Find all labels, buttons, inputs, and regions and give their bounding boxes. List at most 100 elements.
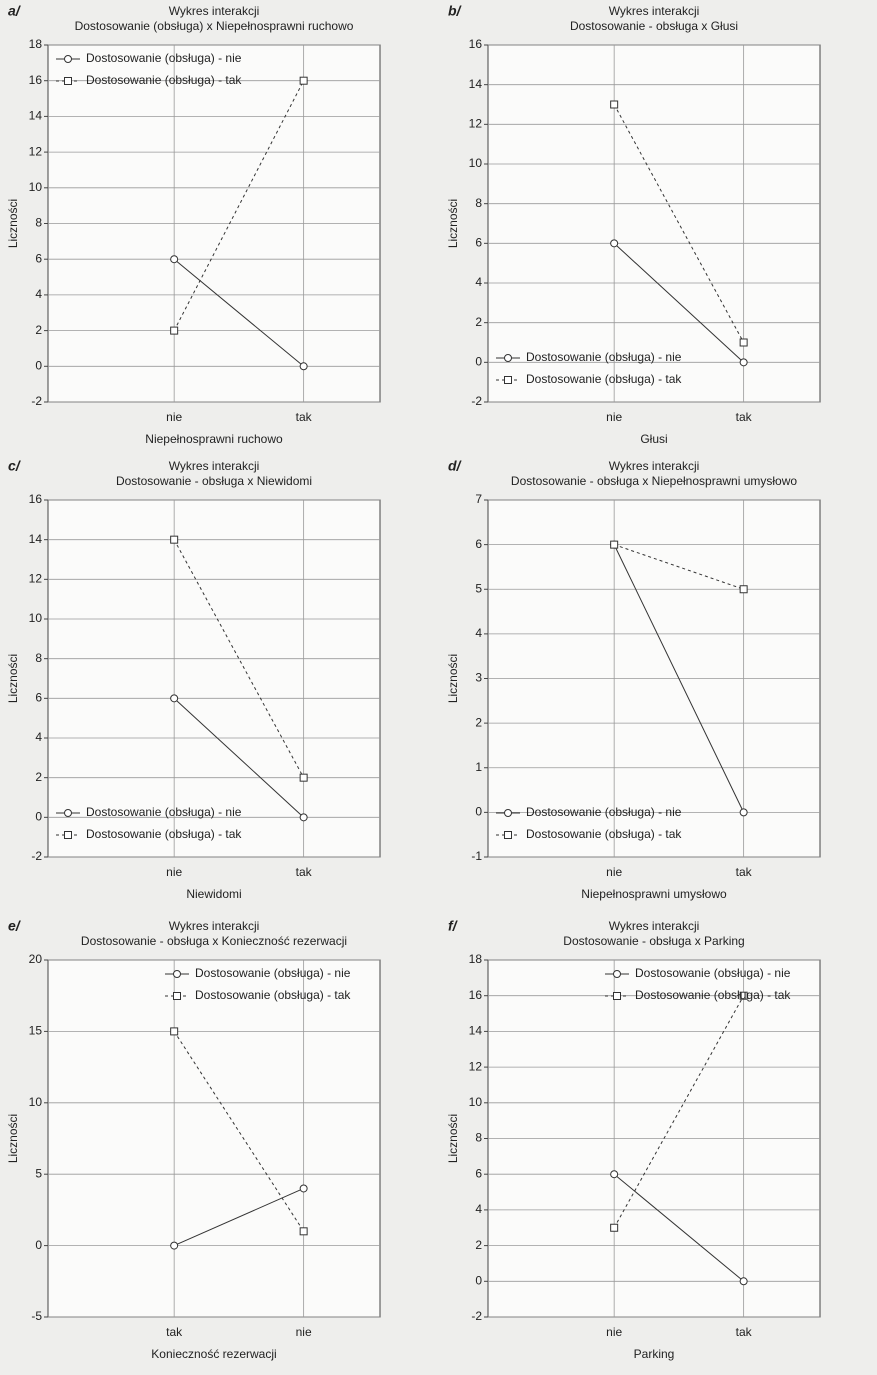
marker: [739, 991, 748, 1000]
y-tick-label: 16: [29, 492, 43, 506]
y-tick-label: 10: [29, 180, 43, 194]
marker: [610, 540, 619, 549]
legend-label: Dostosowanie (obsługa) - nie: [635, 966, 791, 980]
legend: Dostosowanie (obsługa) - nie Dostosowanie…: [496, 350, 682, 386]
legend-label: Dostosowanie (obsługa) - tak: [86, 827, 242, 841]
chart-subtitle: Dostosowanie - obsługa x Niepełnosprawni…: [511, 474, 797, 488]
chart-panel: b/Wykres interakcji Dostosowanie - obsług…: [440, 0, 877, 460]
y-tick-label: 20: [29, 952, 43, 966]
legend-marker: [64, 831, 72, 839]
y-tick-label: 0: [35, 358, 42, 372]
chart-subtitle: Dostosowanie - obsługa x Parking: [563, 934, 744, 948]
series-line: [613, 544, 744, 590]
marker: [610, 1170, 619, 1179]
panel-label: d/: [448, 458, 463, 474]
y-tick-label: 2: [35, 323, 42, 337]
legend: Dostosowanie (obsługa) - nie Dostosowanie…: [165, 966, 351, 1002]
y-tick-label: 14: [29, 532, 43, 546]
legend-label: Dostosowanie (obsługa) - nie: [526, 805, 682, 819]
x-axis-label: Niewidomi: [186, 887, 241, 901]
y-tick-label: 4: [35, 730, 42, 744]
x-tick-label: tak: [736, 865, 753, 879]
marker: [299, 1184, 308, 1193]
legend: Dostosowanie (obsługa) - nie Dostosowanie…: [56, 51, 242, 87]
y-tick-label: 0: [475, 805, 482, 819]
marker: [170, 326, 179, 335]
plot-area: [47, 959, 381, 1318]
y-tick-label: 12: [469, 117, 483, 131]
marker: [739, 1277, 748, 1286]
y-tick-label: 2: [475, 1238, 482, 1252]
marker: [299, 773, 308, 782]
y-tick-label: 8: [35, 216, 42, 230]
y-tick-label: 0: [475, 1273, 482, 1287]
marker: [739, 808, 748, 817]
y-tick-label: 10: [469, 156, 483, 170]
x-tick-label: nie: [296, 1325, 312, 1339]
x-tick-label: tak: [296, 865, 313, 879]
legend-label: Dostosowanie (obsługa) - nie: [195, 966, 351, 980]
y-tick-label: 6: [35, 251, 42, 265]
x-tick-label: tak: [166, 1325, 183, 1339]
y-tick-label: 6: [475, 537, 482, 551]
legend: Dostosowanie (obsługa) - nie Dostosowanie…: [496, 805, 682, 841]
legend: Dostosowanie (obsługa) - nie Dostosowanie…: [56, 805, 242, 841]
legend-marker: [504, 831, 512, 839]
marker: [610, 239, 619, 248]
y-tick-label: 16: [469, 988, 483, 1002]
chart-panel: d/Wykres interakcji Dostosowanie - obsług…: [440, 455, 877, 915]
chart-panel: a/Wykres interakcji Dostosowanie (obsługa…: [0, 0, 437, 460]
x-tick-label: nie: [606, 865, 622, 879]
plot-area: [47, 499, 381, 858]
legend-label: Dostosowanie (obsługa) - tak: [635, 988, 791, 1002]
y-tick-label: 12: [469, 1059, 483, 1073]
chart-title: Wykres interakcji: [609, 4, 700, 18]
x-tick-label: nie: [606, 1325, 622, 1339]
legend-marker: [64, 55, 72, 63]
marker: [610, 100, 619, 109]
series-line: [173, 80, 305, 331]
series-line: [173, 258, 304, 367]
y-tick-label: 18: [469, 952, 483, 966]
y-tick-label: 10: [29, 1095, 43, 1109]
y-tick-label: 5: [475, 581, 482, 595]
y-tick-label: 6: [35, 691, 42, 705]
marker: [170, 535, 179, 544]
y-tick-label: 0: [475, 355, 482, 369]
y-tick-label: -2: [31, 849, 42, 863]
legend: Dostosowanie (obsługa) - nie Dostosowanie…: [605, 966, 791, 1002]
series-line: [613, 1173, 744, 1282]
y-tick-label: 14: [469, 77, 483, 91]
y-tick-label: 15: [29, 1024, 43, 1038]
y-tick-label: 12: [29, 144, 43, 158]
y-tick-label: 8: [475, 196, 482, 210]
marker: [299, 76, 308, 85]
y-tick-label: 2: [475, 315, 482, 329]
marker: [170, 255, 179, 264]
y-tick-label: 10: [469, 1095, 483, 1109]
chart-title: Wykres interakcji: [609, 919, 700, 933]
y-tick-label: 12: [29, 572, 43, 586]
series-line: [613, 995, 745, 1228]
x-tick-label: tak: [736, 1325, 753, 1339]
y-tick-label: 14: [29, 109, 43, 123]
series-line: [613, 242, 744, 363]
x-axis-label: Konieczność rezerwacji: [151, 1347, 276, 1361]
chart-subtitle: Dostosowanie - obsługa x Konieczność rez…: [81, 934, 347, 948]
chart-subtitle: Dostosowanie (obsługa) x Niepełnosprawni…: [75, 19, 354, 33]
x-tick-label: nie: [166, 410, 182, 424]
panel-label: b/: [448, 3, 463, 19]
plot-area: [487, 44, 821, 403]
panel-label: a/: [8, 3, 22, 19]
y-tick-label: 2: [475, 715, 482, 729]
marker: [739, 358, 748, 367]
x-axis-label: Niepełnosprawni umysłowo: [581, 887, 727, 901]
y-axis-label: Liczności: [446, 654, 460, 703]
legend-marker: [64, 809, 72, 817]
marker: [299, 1227, 308, 1236]
y-axis-label: Liczności: [6, 1114, 20, 1163]
